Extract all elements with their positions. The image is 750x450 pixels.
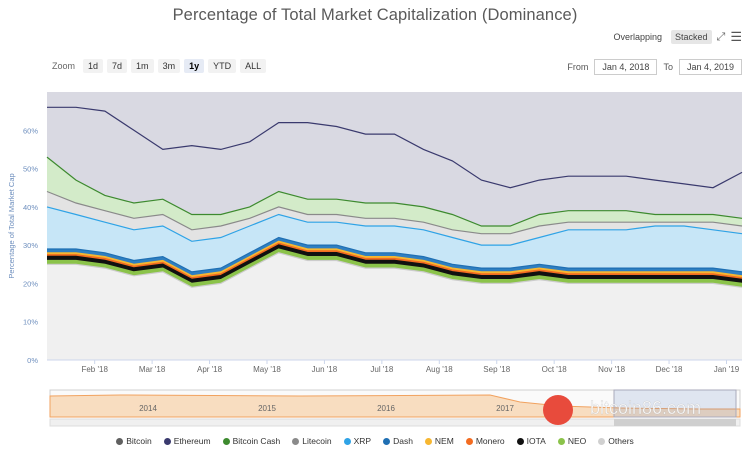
- area-others: [47, 252, 742, 360]
- x-tick-label: Jan '19: [714, 365, 740, 374]
- line-bitcoin-cash: [46, 156, 743, 227]
- x-tick-label: Sep '18: [483, 365, 510, 374]
- y-tick-label: 10%: [23, 318, 38, 327]
- legend-label: XRP: [353, 436, 372, 446]
- y-tick-label: 0%: [27, 356, 38, 365]
- area-xrp: [47, 206, 742, 272]
- menu-icon[interactable]: ☰: [730, 29, 742, 44]
- x-tick-label: Aug '18: [426, 365, 453, 374]
- legend-dot: [116, 437, 124, 445]
- legend-dot: [222, 437, 230, 445]
- legend-label: Ethereum: [173, 436, 211, 446]
- legend-label: IOTA: [526, 436, 546, 446]
- overlapping-button[interactable]: Overlapping: [613, 32, 662, 42]
- navigator-year-label: 2016: [377, 404, 395, 413]
- date-range: From Jan 4, 2018 To Jan 4, 2019: [567, 59, 742, 75]
- legend-item-neo[interactable]: NEO: [557, 436, 587, 446]
- x-tick-label: Jun '18: [312, 365, 338, 374]
- legend-label: Litecoin: [302, 436, 332, 446]
- from-date-input[interactable]: Jan 4, 2018: [594, 59, 658, 75]
- x-tick-label: Dec '18: [656, 365, 683, 374]
- zoom-3m-button[interactable]: 3m: [157, 59, 181, 73]
- legend-dot: [598, 437, 606, 445]
- legend-item-xrp[interactable]: XRP: [343, 436, 372, 446]
- line-others: [47, 252, 743, 288]
- y-tick-label: 30%: [23, 241, 38, 250]
- zoom-1y-button[interactable]: 1y: [184, 59, 205, 73]
- line-nem: [47, 240, 743, 277]
- line-litecoin: [46, 190, 743, 235]
- zoom-ytd-button[interactable]: YTD: [208, 59, 237, 73]
- zoom-bar: Zoom 1d 7d 1m 3m 1y YTD ALL: [52, 59, 267, 73]
- y-tick-label: 50%: [23, 165, 38, 174]
- legend-item-bitcoin[interactable]: Bitcoin: [116, 436, 152, 446]
- line-monero: [47, 242, 743, 279]
- navigator-scrollbar-thumb: [614, 419, 736, 426]
- line-ethereum: [47, 106, 743, 189]
- chart-legend: Bitcoin Ethereum Bitcoin Cash Litecoin X…: [0, 436, 750, 446]
- x-tick-label: Feb '18: [81, 365, 108, 374]
- legend-item-ethereum[interactable]: Ethereum: [163, 436, 211, 446]
- x-tick-label: Apr '18: [197, 365, 223, 374]
- line-neo: [47, 248, 743, 285]
- legend-dot: [424, 437, 432, 445]
- legend-label: NEO: [567, 436, 587, 446]
- chart-title: Percentage of Total Market Capitalizatio…: [172, 6, 578, 24]
- legend-item-iota[interactable]: IOTA: [516, 436, 546, 446]
- legend-dot: [465, 437, 473, 445]
- navigator-year-label: 2014: [139, 404, 157, 413]
- legend-item-monero[interactable]: Monero: [465, 436, 505, 446]
- legend-dot: [292, 437, 300, 445]
- fullscreen-icon[interactable]: ⤢: [716, 30, 726, 43]
- zoom-label: Zoom: [52, 61, 76, 71]
- to-date-input[interactable]: Jan 4, 2019: [678, 59, 742, 75]
- legend-item-others[interactable]: Others: [598, 436, 634, 446]
- display-mode-toggle: Overlapping Stacked ⤢ ☰: [609, 29, 742, 45]
- legend-dot: [383, 437, 391, 445]
- area-ethereum: [47, 107, 742, 226]
- navigator-scrollbar: [49, 418, 741, 427]
- legend-label: Bitcoin: [126, 436, 152, 446]
- y-tick-label: 60%: [23, 126, 38, 135]
- y-tick-label: 20%: [23, 279, 38, 288]
- watermark-logo: [543, 395, 573, 425]
- zoom-all-button[interactable]: ALL: [240, 59, 267, 73]
- zoom-1m-button[interactable]: 1m: [131, 59, 154, 73]
- legend-item-litecoin[interactable]: Litecoin: [292, 436, 332, 446]
- to-label: To: [663, 62, 673, 72]
- legend-label: Bitcoin Cash: [232, 436, 281, 446]
- navigator-year-label: 2017: [496, 404, 514, 413]
- line-dash: [47, 236, 743, 273]
- legend-item-nem[interactable]: NEM: [424, 436, 454, 446]
- area-bitcoin: [47, 92, 742, 188]
- legend-dot: [343, 437, 351, 445]
- stacked-button[interactable]: Stacked: [671, 30, 712, 44]
- zoom-7d-button[interactable]: 7d: [107, 59, 128, 73]
- x-tick-label: Jul '18: [370, 365, 393, 374]
- zoom-1d-button[interactable]: 1d: [83, 59, 104, 73]
- from-label: From: [567, 62, 589, 72]
- legend-label: NEM: [434, 436, 454, 446]
- legend-dot: [516, 437, 524, 445]
- line-xrp: [46, 206, 743, 246]
- legend-dot: [557, 437, 565, 445]
- legend-item-dash[interactable]: Dash: [383, 436, 413, 446]
- legend-label: Monero: [475, 436, 505, 446]
- legend-label: Dash: [393, 436, 413, 446]
- navigator-selection: [613, 389, 737, 418]
- line-iota: [47, 244, 743, 281]
- x-tick-label: Oct '18: [542, 365, 568, 374]
- x-tick-label: May '18: [253, 365, 281, 374]
- y-tick-label: 40%: [23, 203, 38, 212]
- watermark-text: bitcoin86.com: [590, 398, 701, 418]
- legend-item-bitcoin-cash[interactable]: Bitcoin Cash: [222, 436, 281, 446]
- navigator-year-label: 2015: [258, 404, 276, 413]
- legend-label: Others: [608, 436, 634, 446]
- y-axis-title: Percentage of Total Market Cap: [7, 173, 16, 278]
- x-tick-label: Nov '18: [598, 365, 625, 374]
- x-tick-label: Mar '18: [139, 365, 166, 374]
- legend-dot: [163, 437, 171, 445]
